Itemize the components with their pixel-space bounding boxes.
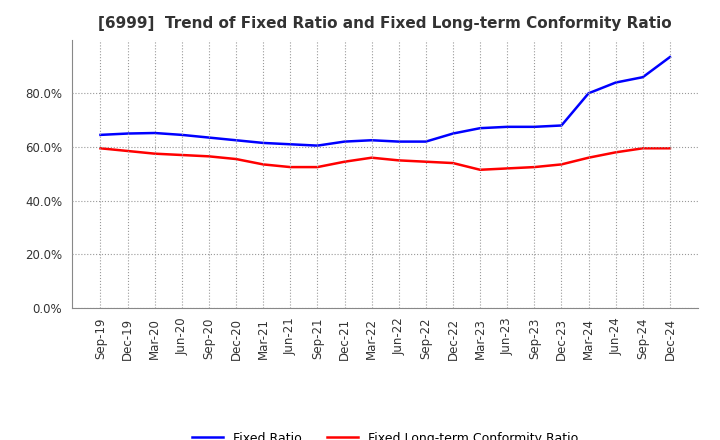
- Fixed Ratio: [204, 135, 213, 140]
- Fixed Long-term Conformity Ratio: [421, 159, 430, 165]
- Fixed Long-term Conformity Ratio: [665, 146, 674, 151]
- Fixed Long-term Conformity Ratio: [96, 146, 105, 151]
- Fixed Ratio: [367, 138, 376, 143]
- Fixed Ratio: [96, 132, 105, 138]
- Fixed Long-term Conformity Ratio: [178, 152, 186, 158]
- Legend: Fixed Ratio, Fixed Long-term Conformity Ratio: Fixed Ratio, Fixed Long-term Conformity …: [187, 427, 583, 440]
- Fixed Long-term Conformity Ratio: [123, 148, 132, 154]
- Title: [6999]  Trend of Fixed Ratio and Fixed Long-term Conformity Ratio: [6999] Trend of Fixed Ratio and Fixed Lo…: [99, 16, 672, 32]
- Fixed Ratio: [313, 143, 322, 148]
- Fixed Long-term Conformity Ratio: [557, 162, 566, 167]
- Fixed Long-term Conformity Ratio: [611, 150, 620, 155]
- Fixed Long-term Conformity Ratio: [503, 166, 511, 171]
- Fixed Long-term Conformity Ratio: [395, 158, 403, 163]
- Fixed Ratio: [259, 140, 268, 146]
- Fixed Long-term Conformity Ratio: [530, 165, 539, 170]
- Fixed Long-term Conformity Ratio: [204, 154, 213, 159]
- Fixed Ratio: [449, 131, 457, 136]
- Fixed Ratio: [123, 131, 132, 136]
- Fixed Ratio: [557, 123, 566, 128]
- Fixed Ratio: [503, 124, 511, 129]
- Fixed Long-term Conformity Ratio: [341, 159, 349, 165]
- Fixed Ratio: [150, 130, 159, 136]
- Fixed Ratio: [341, 139, 349, 144]
- Fixed Long-term Conformity Ratio: [232, 156, 240, 161]
- Line: Fixed Ratio: Fixed Ratio: [101, 57, 670, 146]
- Fixed Ratio: [395, 139, 403, 144]
- Fixed Ratio: [530, 124, 539, 129]
- Fixed Ratio: [665, 55, 674, 60]
- Fixed Long-term Conformity Ratio: [476, 167, 485, 172]
- Fixed Long-term Conformity Ratio: [313, 165, 322, 170]
- Fixed Long-term Conformity Ratio: [286, 165, 294, 170]
- Fixed Ratio: [286, 142, 294, 147]
- Fixed Ratio: [232, 138, 240, 143]
- Fixed Ratio: [476, 125, 485, 131]
- Fixed Long-term Conformity Ratio: [259, 162, 268, 167]
- Fixed Long-term Conformity Ratio: [150, 151, 159, 156]
- Fixed Ratio: [639, 74, 647, 80]
- Line: Fixed Long-term Conformity Ratio: Fixed Long-term Conformity Ratio: [101, 148, 670, 170]
- Fixed Long-term Conformity Ratio: [639, 146, 647, 151]
- Fixed Long-term Conformity Ratio: [584, 155, 593, 160]
- Fixed Long-term Conformity Ratio: [367, 155, 376, 160]
- Fixed Ratio: [421, 139, 430, 144]
- Fixed Ratio: [584, 91, 593, 96]
- Fixed Ratio: [178, 132, 186, 138]
- Fixed Ratio: [611, 80, 620, 85]
- Fixed Long-term Conformity Ratio: [449, 161, 457, 166]
